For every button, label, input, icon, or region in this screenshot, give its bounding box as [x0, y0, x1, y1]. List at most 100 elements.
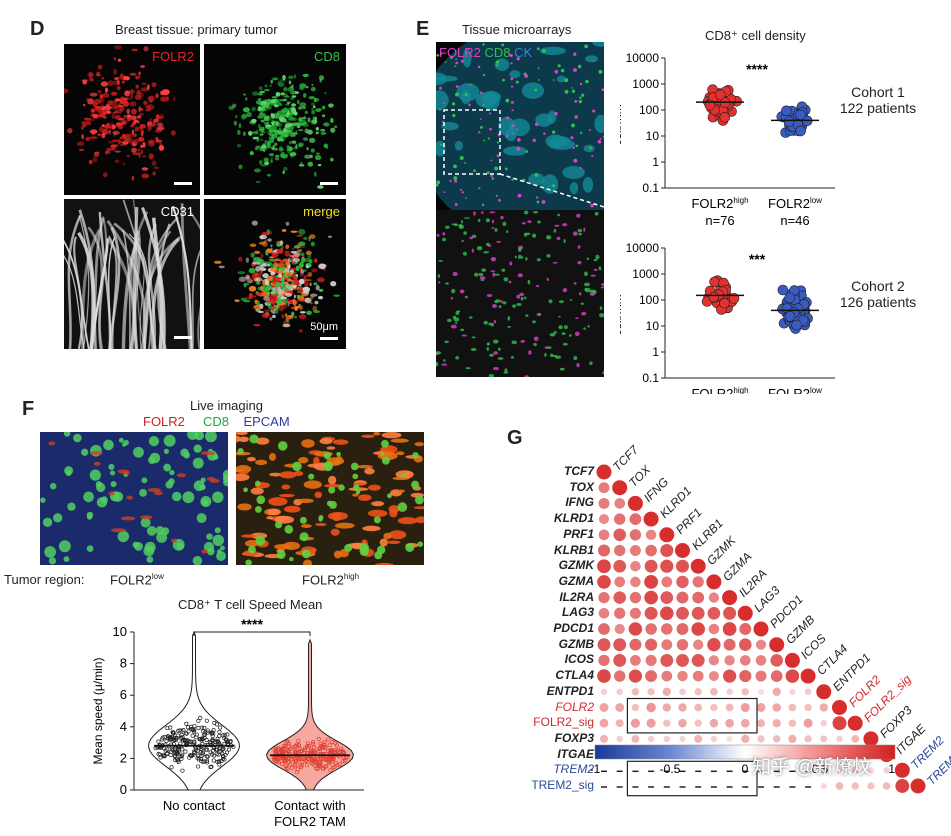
cell-dot	[497, 347, 501, 351]
data-point	[316, 762, 322, 767]
corr-dot	[597, 575, 611, 589]
cell-blob	[234, 299, 240, 302]
cell-blob	[307, 271, 313, 277]
corr-dot	[753, 621, 769, 637]
cell-blob	[259, 90, 266, 94]
data-point	[217, 734, 222, 739]
cell-blob	[283, 166, 288, 171]
cell-dot	[503, 277, 509, 282]
corr-dot	[769, 637, 785, 653]
cell-blob	[112, 130, 120, 135]
cell-blob	[81, 125, 84, 131]
cell-blob	[151, 160, 157, 167]
cell-dot	[496, 141, 499, 144]
stain-cd8: CD8	[484, 45, 511, 60]
data-point	[317, 760, 322, 765]
corr-dot	[800, 668, 816, 684]
cell-dot	[485, 218, 490, 223]
corr-dot	[598, 482, 610, 494]
folr2-cell	[301, 439, 315, 448]
cell-blob	[114, 114, 122, 120]
cell-blob	[299, 102, 307, 107]
cell-blob	[259, 133, 264, 136]
corr-dot	[612, 480, 628, 496]
data-point	[170, 730, 175, 735]
cd8-cell	[163, 463, 172, 472]
cell-blob	[299, 261, 304, 268]
cell-blob	[249, 151, 254, 156]
corr-dot	[663, 735, 671, 743]
ck-cluster	[509, 70, 521, 79]
cell-blob	[293, 111, 298, 116]
corr-dot	[726, 736, 733, 742]
cell-dot	[562, 288, 568, 293]
corr-dot	[627, 495, 643, 511]
cell-dot	[453, 176, 458, 180]
cell-dot	[533, 342, 537, 347]
cell-blob	[243, 131, 246, 136]
folr2-cell	[209, 478, 220, 483]
cell-blob	[295, 144, 298, 149]
cell-dot	[587, 325, 590, 328]
cell-blob	[129, 72, 137, 76]
cd8-cell	[212, 534, 225, 547]
cell-dot	[436, 183, 439, 187]
cell-dot	[437, 274, 440, 278]
cell-dot	[602, 371, 604, 375]
cell-blob	[298, 117, 303, 123]
cell-blob	[264, 103, 270, 108]
folr2-cell	[367, 509, 388, 518]
cell-dot	[509, 53, 513, 58]
cell-dot	[505, 134, 509, 138]
data-point	[172, 737, 177, 743]
cell-blob	[269, 139, 275, 144]
cell-blob	[304, 297, 312, 304]
cell-blob	[236, 144, 242, 148]
cell-dot	[523, 210, 529, 215]
tumor-region-label: Tumor region:	[4, 572, 85, 587]
cell-blob	[255, 180, 261, 183]
corr-dot	[694, 703, 703, 712]
cell-blob	[286, 101, 292, 104]
cell-dot	[558, 325, 563, 330]
violin-plot: 10 8 6 4 2 0 Mean speed (μ/min) **** No contact C…	[91, 616, 364, 829]
cell-dot	[450, 55, 454, 59]
cell-dot	[506, 230, 509, 234]
cell-dot	[512, 132, 515, 135]
cd8-cell	[65, 470, 72, 477]
data-point	[212, 720, 217, 726]
cell-dot	[478, 131, 481, 134]
cell-dot	[471, 234, 477, 238]
data-point	[211, 738, 216, 743]
cell-blob	[155, 136, 159, 141]
cell-blob	[299, 123, 304, 126]
folr2-cell	[300, 524, 312, 528]
corr-dot	[614, 544, 626, 557]
cd8-cell	[144, 541, 156, 553]
cd8-cell	[182, 491, 195, 504]
corr-dot	[647, 735, 655, 743]
cell-blob	[123, 140, 128, 143]
cell-dot	[589, 361, 593, 366]
folr2-cell	[247, 456, 256, 462]
corr-dot	[645, 623, 657, 635]
cell-dot	[577, 260, 582, 265]
cell-dot	[452, 113, 456, 118]
y-tick-label: 100	[639, 293, 659, 307]
cell-dot	[590, 274, 596, 277]
cd8-cell	[289, 556, 294, 562]
cell-blob	[137, 90, 140, 93]
live-image-folr2-low	[40, 432, 228, 565]
folr2-cell	[201, 549, 208, 554]
corr-dot	[691, 653, 705, 667]
corr-dot	[725, 718, 734, 728]
cell-blob	[261, 313, 270, 319]
data-point	[195, 753, 201, 758]
cd8-cell	[81, 448, 89, 456]
cell-dot	[482, 43, 485, 46]
corr-dot	[676, 606, 689, 620]
cohort2-label: Cohort 2 126 patients	[839, 278, 917, 310]
corr-dot	[660, 606, 674, 621]
cell-blob	[333, 294, 340, 297]
cell-dot	[572, 146, 575, 150]
